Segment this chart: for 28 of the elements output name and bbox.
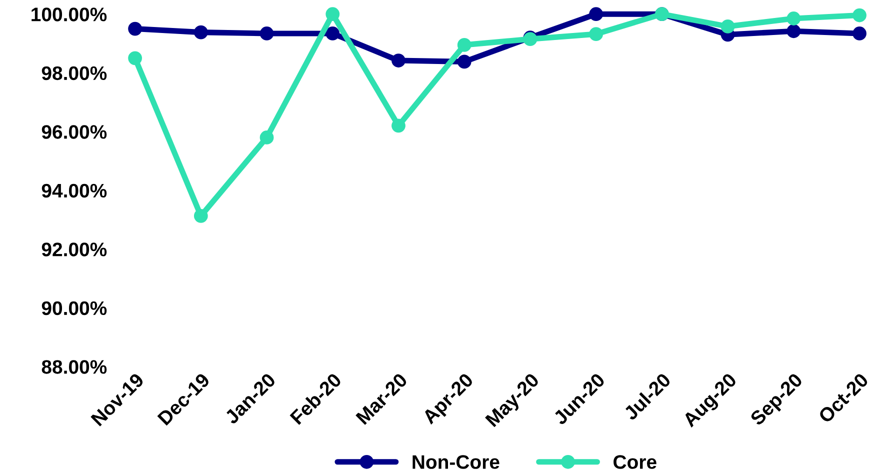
y-tick-label: 94.00% [42,184,107,198]
point [194,208,208,223]
point [589,7,604,22]
y-tick-label: 88.00% [42,360,107,374]
point [392,54,406,68]
y-tick-label: 92.00% [42,242,107,256]
y-tick-label: 90.00% [42,301,107,316]
legend-label: Core [614,455,656,469]
y-tick-label: 98.00% [42,66,107,80]
y-tick-label: 96.00% [42,125,107,139]
point [128,51,142,66]
point [589,27,604,42]
point [852,8,866,22]
point [326,26,340,40]
point [392,118,406,133]
point [457,54,472,69]
legend-label: Non-Core [412,455,500,469]
point [786,12,801,26]
point [194,25,208,40]
point [128,22,142,36]
point [786,24,801,38]
point [852,26,866,40]
point [260,26,274,40]
point [326,7,340,22]
y-tick-label: 100.00% [32,8,107,22]
point [260,130,274,144]
point [457,38,472,52]
point [720,19,735,34]
